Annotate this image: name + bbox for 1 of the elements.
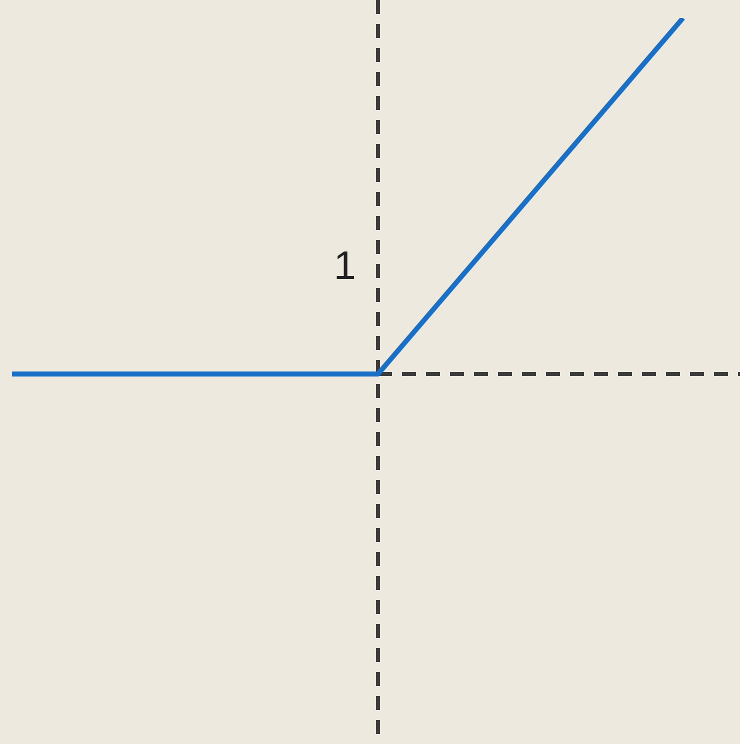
annotation: 1 [334,244,356,288]
